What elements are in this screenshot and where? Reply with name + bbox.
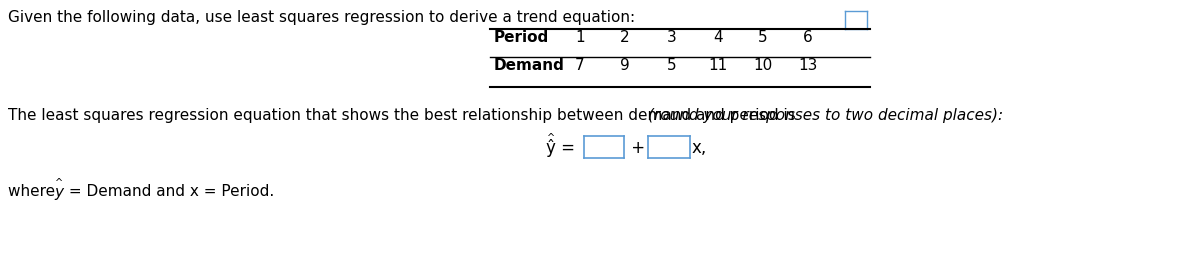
Text: +: + bbox=[626, 138, 650, 156]
Text: where: where bbox=[8, 184, 60, 199]
Text: 3: 3 bbox=[667, 29, 677, 44]
Text: 2: 2 bbox=[620, 29, 630, 44]
Text: 5: 5 bbox=[667, 58, 677, 73]
Text: The least squares regression equation that shows the best relationship between d: The least squares regression equation th… bbox=[8, 108, 800, 122]
Text: 10: 10 bbox=[754, 58, 773, 73]
Text: x,: x, bbox=[692, 138, 707, 156]
Text: Demand: Demand bbox=[494, 58, 565, 73]
Text: 11: 11 bbox=[708, 58, 727, 73]
Text: 5: 5 bbox=[758, 29, 768, 44]
Text: Given the following data, use least squares regression to derive a trend equatio: Given the following data, use least squa… bbox=[8, 10, 635, 25]
Text: ^: ^ bbox=[547, 133, 556, 142]
Text: y: y bbox=[54, 184, 64, 199]
Text: 1: 1 bbox=[575, 29, 584, 44]
Text: = Demand and x = Period.: = Demand and x = Period. bbox=[64, 184, 275, 199]
Text: (round your responses to two decimal places):: (round your responses to two decimal pla… bbox=[648, 108, 1003, 122]
Text: ŷ =: ŷ = bbox=[546, 138, 581, 156]
Text: 13: 13 bbox=[798, 58, 817, 73]
Text: 7: 7 bbox=[575, 58, 584, 73]
Text: ^: ^ bbox=[55, 177, 64, 187]
Text: 9: 9 bbox=[620, 58, 630, 73]
Text: 4: 4 bbox=[713, 29, 722, 44]
Text: 6: 6 bbox=[803, 29, 812, 44]
Text: Period: Period bbox=[494, 29, 550, 44]
